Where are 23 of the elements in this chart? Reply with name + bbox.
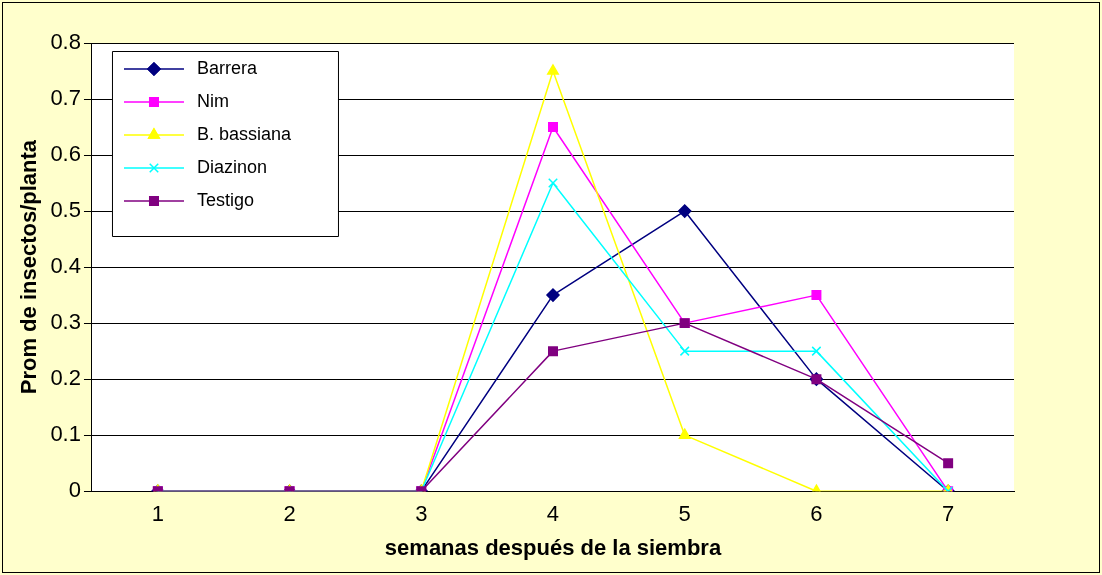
y-tick-label: 0.2 [50, 365, 81, 391]
y-tick-label: 0.4 [50, 253, 81, 279]
y-tick-label: 0.8 [50, 29, 81, 55]
y-tick-label: 0.1 [50, 421, 81, 447]
y-tick-label: 0 [68, 477, 81, 503]
legend-label: Nim [196, 90, 229, 111]
x-tick-label: 1 [151, 501, 164, 527]
legend-label: Testigo [196, 189, 255, 210]
x-tick-label: 3 [415, 501, 428, 527]
legend-label: Diazinon [196, 156, 268, 177]
y-tick-label: 0.5 [50, 197, 81, 223]
y-axis-title: Prom de insectos/planta [16, 139, 42, 395]
x-tick-label: 2 [283, 501, 296, 527]
x-tick-label: 6 [810, 501, 823, 527]
legend-label: B. bassiana [196, 123, 293, 144]
y-tick-label: 0.6 [50, 141, 81, 167]
x-tick-label: 4 [546, 501, 560, 527]
x-tick-label: 7 [942, 501, 955, 527]
x-tick-label: 5 [678, 501, 691, 527]
x-axis-title: semanas después de la siembra [384, 534, 722, 560]
legend-label: Barrera [196, 57, 258, 78]
y-tick-label: 0.7 [50, 85, 81, 111]
y-tick-label: 0.3 [50, 309, 81, 335]
